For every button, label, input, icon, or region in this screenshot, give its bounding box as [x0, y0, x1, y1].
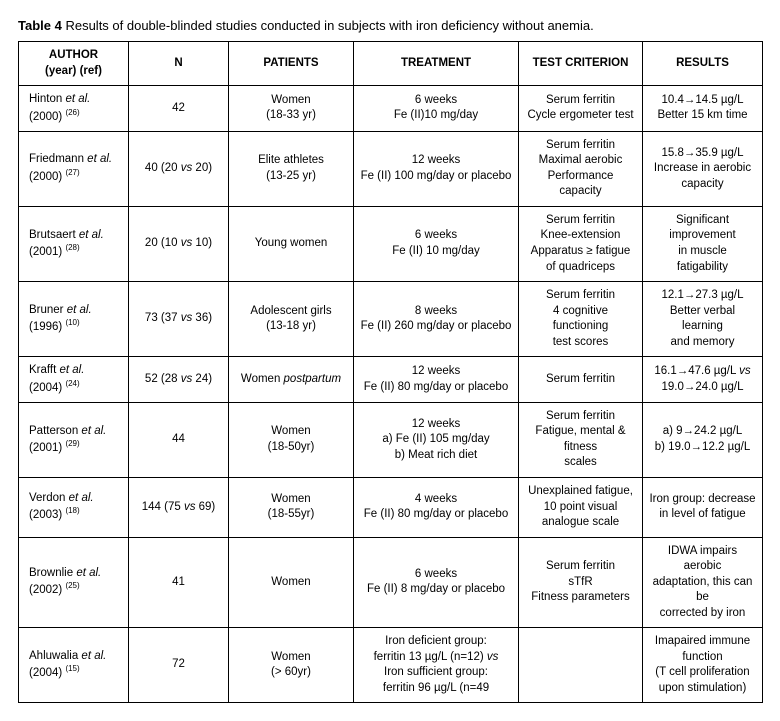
- cell-author: Bruner et al.(1996) (10): [19, 282, 129, 357]
- cell-results: 15.8→35.9 µg/LIncrease in aerobiccapacit…: [643, 131, 763, 206]
- cell-treatment: 12 weeksFe (II) 80 mg/day or placebo: [354, 357, 519, 403]
- cell-author: Brownlie et al.(2002) (25): [19, 537, 129, 628]
- cell-patients: Women(18-33 yr): [229, 86, 354, 132]
- th-author: AUTHOR(year) (ref): [19, 42, 129, 86]
- cell-results: 10.4→14.5 µg/LBetter 15 km time: [643, 86, 763, 132]
- cell-patients: Women(> 60yr): [229, 628, 354, 703]
- cell-n: 40 (20 vs 20): [129, 131, 229, 206]
- cell-treatment: 4 weeksFe (II) 80 mg/day or placebo: [354, 478, 519, 538]
- cell-author: Brutsaert et al.(2001) (28): [19, 206, 129, 281]
- cell-n: 72: [129, 628, 229, 703]
- cell-treatment: 12 weeksa) Fe (II) 105 mg/dayb) Meat ric…: [354, 402, 519, 477]
- th-results: RESULTS: [643, 42, 763, 86]
- cell-author: Hinton et al.(2000) (26): [19, 86, 129, 132]
- cell-results: Imapaired immunefunction(T cell prolifer…: [643, 628, 763, 703]
- table-row: Brownlie et al.(2002) (25)41Women6 weeks…: [19, 537, 763, 628]
- cell-author: Ahluwalia et al.(2004) (15): [19, 628, 129, 703]
- table-row: Bruner et al.(1996) (10)73 (37 vs 36)Ado…: [19, 282, 763, 357]
- th-treatment: TREATMENT: [354, 42, 519, 86]
- cell-patients: Young women: [229, 206, 354, 281]
- table-row: Brutsaert et al.(2001) (28)20 (10 vs 10)…: [19, 206, 763, 281]
- cell-criterion: Serum ferritinMaximal aerobicPerformance…: [519, 131, 643, 206]
- th-n: N: [129, 42, 229, 86]
- header-row: AUTHOR(year) (ref) N PATIENTS TREATMENT …: [19, 42, 763, 86]
- cell-n: 44: [129, 402, 229, 477]
- cell-results: Significantimprovementin musclefatigabil…: [643, 206, 763, 281]
- cell-author: Verdon et al.(2003) (18): [19, 478, 129, 538]
- cell-author: Patterson et al.(2001) (29): [19, 402, 129, 477]
- cell-criterion: Serum ferritinCycle ergometer test: [519, 86, 643, 132]
- cell-n: 73 (37 vs 36): [129, 282, 229, 357]
- caption-text: Results of double-blinded studies conduc…: [62, 18, 594, 33]
- cell-author: Krafft et al.(2004) (24): [19, 357, 129, 403]
- table-row: Hinton et al.(2000) (26)42Women(18-33 yr…: [19, 86, 763, 132]
- table-caption: Table 4 Results of double-blinded studie…: [18, 18, 762, 33]
- cell-criterion: [519, 628, 643, 703]
- cell-treatment: 8 weeksFe (II) 260 mg/day or placebo: [354, 282, 519, 357]
- cell-patients: Women(18-55yr): [229, 478, 354, 538]
- cell-author: Friedmann et al.(2000) (27): [19, 131, 129, 206]
- studies-table: AUTHOR(year) (ref) N PATIENTS TREATMENT …: [18, 41, 763, 703]
- cell-n: 144 (75 vs 69): [129, 478, 229, 538]
- table-row: Krafft et al.(2004) (24)52 (28 vs 24)Wom…: [19, 357, 763, 403]
- cell-n: 41: [129, 537, 229, 628]
- table-row: Patterson et al.(2001) (29)44Women(18-50…: [19, 402, 763, 477]
- cell-criterion: Serum ferritin4 cognitive functioningtes…: [519, 282, 643, 357]
- cell-patients: Women postpartum: [229, 357, 354, 403]
- cell-patients: Women: [229, 537, 354, 628]
- cell-results: a) 9→24.2 µg/Lb) 19.0→12.2 µg/L: [643, 402, 763, 477]
- cell-treatment: 12 weeksFe (II) 100 mg/day or placebo: [354, 131, 519, 206]
- cell-criterion: Serum ferritinsTfRFitness parameters: [519, 537, 643, 628]
- caption-bold: Table 4: [18, 18, 62, 33]
- cell-patients: Adolescent girls(13-18 yr): [229, 282, 354, 357]
- cell-treatment: 6 weeksFe (II)10 mg/day: [354, 86, 519, 132]
- cell-results: IDWA impairs aerobicadaptation, this can…: [643, 537, 763, 628]
- cell-results: 16.1→47.6 µg/L vs19.0→24.0 µg/L: [643, 357, 763, 403]
- cell-n: 20 (10 vs 10): [129, 206, 229, 281]
- cell-treatment: 6 weeksFe (II) 10 mg/day: [354, 206, 519, 281]
- cell-results: 12.1→27.3 µg/LBetter verbal learningand …: [643, 282, 763, 357]
- cell-treatment: Iron deficient group:ferritin 13 µg/L (n…: [354, 628, 519, 703]
- cell-criterion: Serum ferritinKnee-extensionApparatus ≥ …: [519, 206, 643, 281]
- table-row: Ahluwalia et al.(2004) (15)72Women(> 60y…: [19, 628, 763, 703]
- cell-criterion: Serum ferritinFatigue, mental & fitnesss…: [519, 402, 643, 477]
- table-row: Friedmann et al.(2000) (27)40 (20 vs 20)…: [19, 131, 763, 206]
- cell-results: Iron group: decreasein level of fatigue: [643, 478, 763, 538]
- table-row: Verdon et al.(2003) (18)144 (75 vs 69)Wo…: [19, 478, 763, 538]
- th-patients: PATIENTS: [229, 42, 354, 86]
- cell-n: 52 (28 vs 24): [129, 357, 229, 403]
- cell-n: 42: [129, 86, 229, 132]
- cell-patients: Elite athletes(13-25 yr): [229, 131, 354, 206]
- cell-treatment: 6 weeksFe (II) 8 mg/day or placebo: [354, 537, 519, 628]
- cell-criterion: Unexplained fatigue,10 point visualanalo…: [519, 478, 643, 538]
- cell-criterion: Serum ferritin: [519, 357, 643, 403]
- th-criterion: TEST CRITERION: [519, 42, 643, 86]
- cell-patients: Women(18-50yr): [229, 402, 354, 477]
